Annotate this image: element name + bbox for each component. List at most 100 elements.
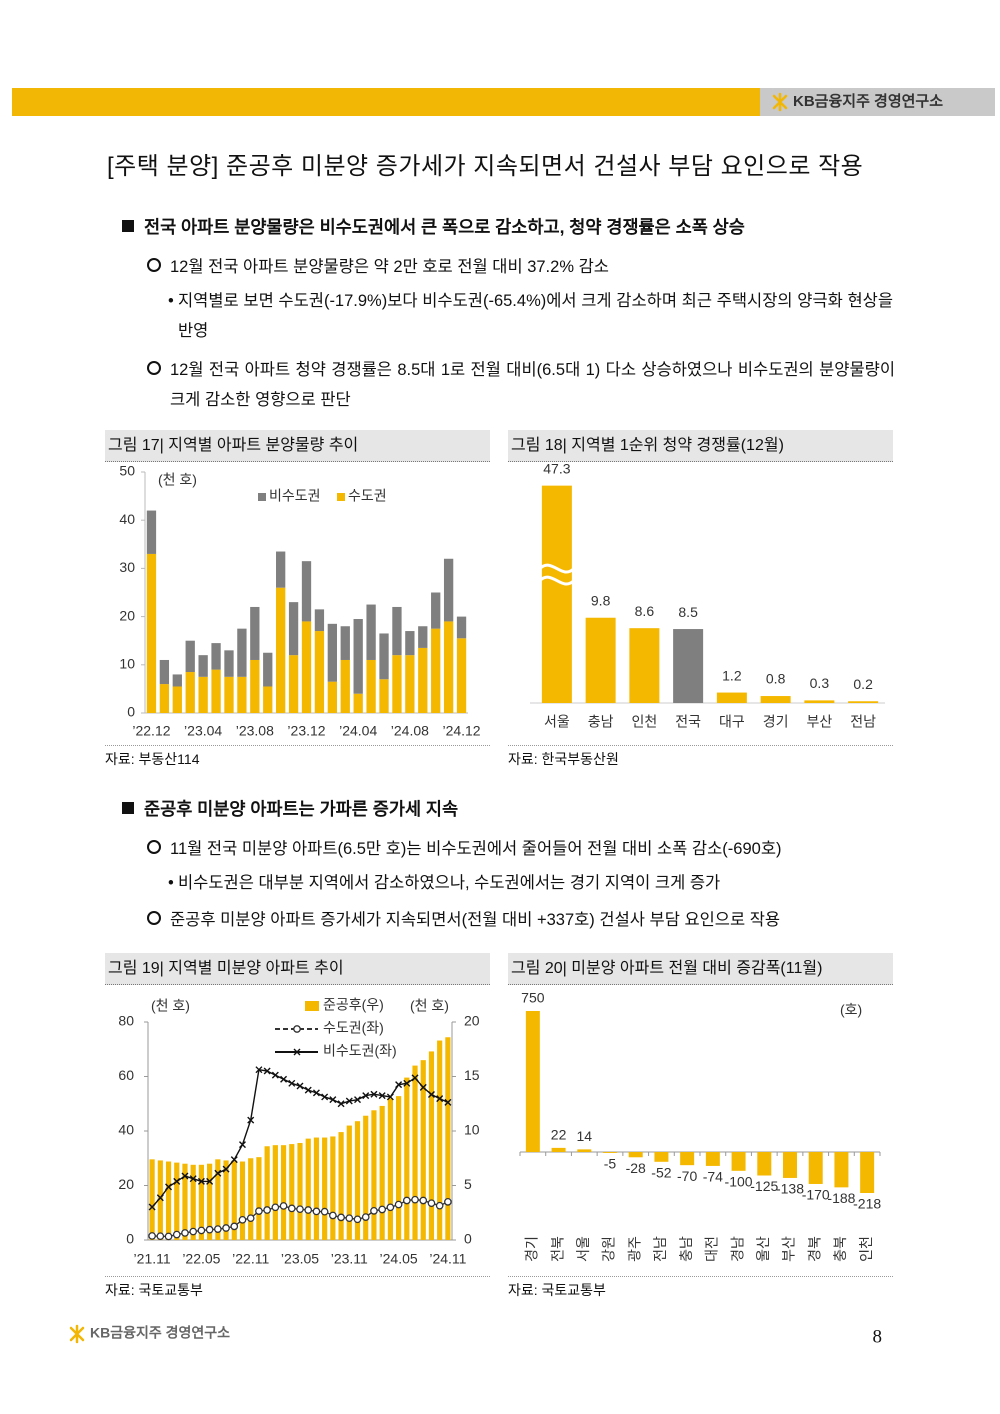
line-marker — [402, 1196, 411, 1205]
bar — [848, 701, 879, 703]
x-tick-label: ’24.12 — [442, 723, 480, 739]
line-marker — [378, 1205, 387, 1214]
bar-segment — [276, 551, 286, 588]
bar — [190, 1164, 196, 1240]
bar — [198, 1164, 205, 1240]
line-marker — [181, 1172, 189, 1180]
line-marker — [337, 1100, 345, 1108]
bar-segment — [392, 655, 402, 713]
line-marker — [354, 1096, 362, 1104]
bar — [280, 1145, 287, 1240]
bar — [264, 1146, 270, 1240]
bar-segment — [405, 631, 415, 656]
line-marker — [189, 1227, 198, 1236]
bar-segment — [198, 676, 208, 713]
bar-segment — [185, 672, 195, 713]
line-marker — [411, 1195, 419, 1204]
bar — [231, 1160, 237, 1240]
value-label: 14 — [576, 1128, 592, 1144]
x-tick-label: 광주 — [626, 1236, 642, 1262]
line-marker — [386, 1093, 394, 1101]
figure-caption: 그림 19| 지역별 미분양 아파트 추이 — [105, 953, 490, 985]
bar-segment — [172, 686, 182, 713]
bar — [165, 1161, 172, 1240]
sub-item: • 비수도권은 대부분 지역에서 감소하였으나, 수도권에서는 경기 지역이 크게… — [168, 868, 893, 898]
x-tick-label: 대전 — [704, 1236, 720, 1262]
x-tick-label: 서울 — [544, 714, 570, 730]
x-tick-label: 경기 — [763, 714, 789, 730]
x-tick-label: ’24.11 — [429, 1251, 466, 1267]
x-tick-label: ’21.11 — [134, 1251, 171, 1267]
bar — [525, 1011, 540, 1153]
value-label: -70 — [677, 1168, 697, 1184]
x-tick-label: 충남 — [588, 714, 614, 730]
bar-segment — [443, 558, 454, 622]
line-marker — [255, 1207, 263, 1215]
value-label: 47.3 — [543, 460, 570, 476]
bar — [322, 1137, 328, 1240]
sub-item: • 지역별로 보면 수도권(-17.9%)보다 비수도권(-65.4%)에서 크게… — [168, 286, 893, 346]
line-marker — [304, 1086, 312, 1094]
legend-swatch — [337, 493, 345, 501]
header-logo-icon — [772, 92, 788, 112]
line-marker — [403, 1079, 411, 1087]
bar-segment — [146, 510, 157, 554]
bullet-text: 12월 전국 아파트 청약 경쟁률은 8.5대 1로 전월 대비(6.5대 1)… — [170, 361, 895, 409]
bar-segment — [314, 609, 325, 632]
line-marker — [222, 1224, 230, 1232]
bar — [289, 1144, 295, 1240]
bar-segment — [172, 674, 182, 687]
bullet-item: 12월 전국 아파트 분양물량은 약 2만 호로 전월 대비 37.2% 감소 — [147, 252, 895, 282]
bar-segment — [159, 659, 170, 685]
x-tick-label: 경기 — [524, 1236, 540, 1262]
bar — [445, 1037, 451, 1240]
line-marker — [213, 1225, 222, 1233]
line-marker — [361, 1213, 370, 1221]
bar-segment — [443, 621, 454, 713]
line-marker — [419, 1083, 427, 1091]
bar — [207, 1163, 213, 1240]
bar — [313, 1137, 320, 1240]
line-marker — [222, 1165, 230, 1173]
x-tick-label: 울산 — [755, 1236, 771, 1262]
line-marker — [436, 1095, 444, 1103]
bar — [731, 1152, 746, 1171]
line-marker — [148, 1232, 156, 1240]
line-marker — [419, 1196, 428, 1205]
page-title: [주택 분양] 준공후 미분양 증가세가 지속되면서 건설사 부담 요인으로 작… — [107, 153, 864, 180]
line-marker — [394, 1200, 403, 1209]
bar-segment — [185, 640, 195, 673]
bullet-item: 11월 전국 미분양 아파트(6.5만 호)는 비수도권에서 줄어들어 전월 대… — [147, 834, 895, 864]
x-tick-label: ’22.05 — [182, 1251, 220, 1267]
bar — [215, 1159, 221, 1240]
bar — [387, 1098, 393, 1240]
value-label: -74 — [703, 1169, 723, 1185]
value-label: -28 — [626, 1160, 646, 1176]
unit-label: (호) — [840, 1002, 862, 1018]
unit-label: (천 호) — [410, 998, 449, 1014]
bar — [248, 1158, 254, 1240]
legend-swatch — [258, 493, 266, 501]
bar-segment — [211, 643, 221, 670]
bar-segment — [250, 659, 260, 713]
bar — [541, 485, 572, 703]
line-marker — [181, 1229, 189, 1237]
x-tick-label: 인천 — [858, 1236, 874, 1262]
bar — [834, 1152, 849, 1188]
line-marker — [156, 1232, 165, 1241]
x-tick-label: 강원 — [601, 1236, 617, 1262]
y-tick-label: 0 — [126, 1231, 134, 1247]
line-marker — [370, 1090, 378, 1098]
figure-caption: 그림 17| 지역별 아파트 분양물량 추이 — [105, 430, 490, 462]
x-tick-label: ’24.05 — [380, 1251, 418, 1267]
bar — [272, 1145, 278, 1240]
bar-segment — [431, 628, 441, 713]
figure-source: 자료: 한국부동산원 — [508, 745, 893, 769]
y-tick-label: 60 — [118, 1067, 134, 1083]
bar-segment — [327, 623, 337, 682]
line-marker — [165, 1183, 173, 1191]
bar — [577, 1149, 592, 1153]
y-tick-label: 40 — [118, 1122, 134, 1138]
line-marker — [230, 1156, 238, 1164]
